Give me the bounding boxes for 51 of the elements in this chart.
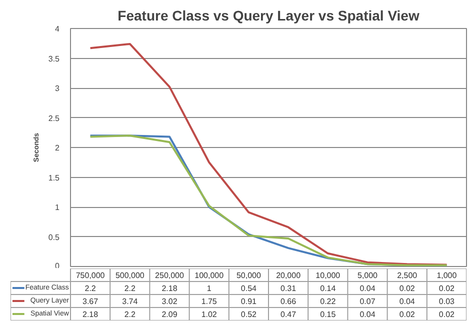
line-series: [89, 42, 448, 266]
line-series: [89, 134, 448, 266]
data-label: 2.18: [162, 284, 178, 293]
data-label: 0.31: [280, 284, 297, 293]
data-label: 1: [206, 284, 212, 293]
data-label: 0.03: [438, 297, 456, 306]
data-label: 3.74: [122, 297, 138, 306]
data-label: 2.2: [124, 284, 136, 293]
y-tick-label: 0.5: [48, 232, 60, 242]
data-label: 2.2: [124, 310, 136, 319]
x-tick-label: 250,000: [155, 271, 185, 280]
data-label: 0.02: [399, 310, 416, 319]
data-label: 0.04: [360, 284, 376, 293]
y-tick-label: 1.5: [48, 173, 60, 182]
x-tick-label: 50,000: [236, 271, 262, 280]
data-label: 2.2: [84, 284, 96, 293]
data-label: 3.67: [82, 297, 99, 306]
data-label: 0.04: [360, 310, 376, 319]
data-label: 0.07: [360, 297, 376, 306]
data-label: 2.18: [82, 310, 99, 319]
data-label: 0.91: [240, 297, 258, 306]
data-label: 3.02: [162, 297, 178, 306]
data-label: 1.75: [201, 297, 218, 306]
data-label: 0.66: [280, 297, 297, 306]
y-tick-label: 3: [55, 84, 60, 93]
data-label: 0.47: [280, 310, 297, 319]
x-tick-label: 10,000: [316, 271, 341, 280]
data-label: 0.15: [320, 310, 336, 319]
data-label: 1.02: [201, 310, 218, 319]
x-tick-label: 100,000: [194, 271, 224, 280]
data-label: 0.52: [240, 310, 258, 319]
y-tick-label: 2: [55, 144, 60, 152]
x-tick-label: 500,000: [115, 271, 145, 280]
data-label: 0.02: [399, 284, 416, 293]
chart-title: Feature Class vs Query Layer vs Spatial View: [118, 8, 420, 24]
y-tick-label: 2.5: [48, 114, 60, 123]
x-tick-label: 20,000: [276, 271, 302, 280]
x-tick-label: 2,500: [397, 271, 418, 280]
data-label: 0.02: [438, 310, 456, 319]
x-tick-label: 5,000: [357, 271, 378, 280]
data-label: 0.14: [320, 284, 336, 293]
data-label: 0.04: [399, 297, 416, 306]
data-label: 0.22: [320, 297, 336, 306]
data-label: 0.02: [438, 284, 456, 293]
x-tick-label: 1,000: [436, 271, 458, 280]
x-tick-label: 750,000: [76, 271, 106, 280]
data-label: 2.09: [162, 310, 178, 319]
data-label: 0.54: [240, 284, 258, 293]
y-tick-label: 4: [55, 24, 60, 34]
y-tick-label: 3.5: [48, 54, 60, 64]
y-tick-label: 1: [55, 203, 60, 212]
